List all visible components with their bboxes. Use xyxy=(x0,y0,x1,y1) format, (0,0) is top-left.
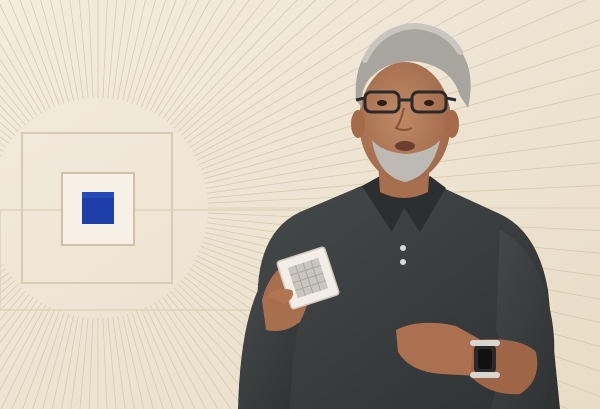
beard xyxy=(372,140,440,182)
background-line xyxy=(207,162,600,199)
background-line xyxy=(196,0,531,161)
background-line xyxy=(180,0,337,136)
background-line xyxy=(206,116,600,189)
background-line xyxy=(206,139,600,194)
background-line xyxy=(170,0,281,126)
background-line xyxy=(189,0,414,148)
background-line xyxy=(200,19,600,170)
background-line xyxy=(198,0,586,166)
background-line xyxy=(186,0,385,144)
right-hand xyxy=(396,322,491,376)
background-line xyxy=(154,0,223,114)
background-line xyxy=(192,0,447,152)
hair xyxy=(355,28,471,108)
background-line xyxy=(205,93,600,184)
background-line xyxy=(166,0,265,123)
background-line xyxy=(183,0,360,140)
presenter xyxy=(238,22,560,409)
background-line xyxy=(194,0,486,157)
background-line xyxy=(173,0,298,129)
background-line xyxy=(202,44,600,175)
glasses xyxy=(355,90,457,114)
background-line xyxy=(203,69,600,180)
background-line xyxy=(162,0,250,120)
background-line xyxy=(158,0,236,117)
background-line xyxy=(177,0,317,133)
